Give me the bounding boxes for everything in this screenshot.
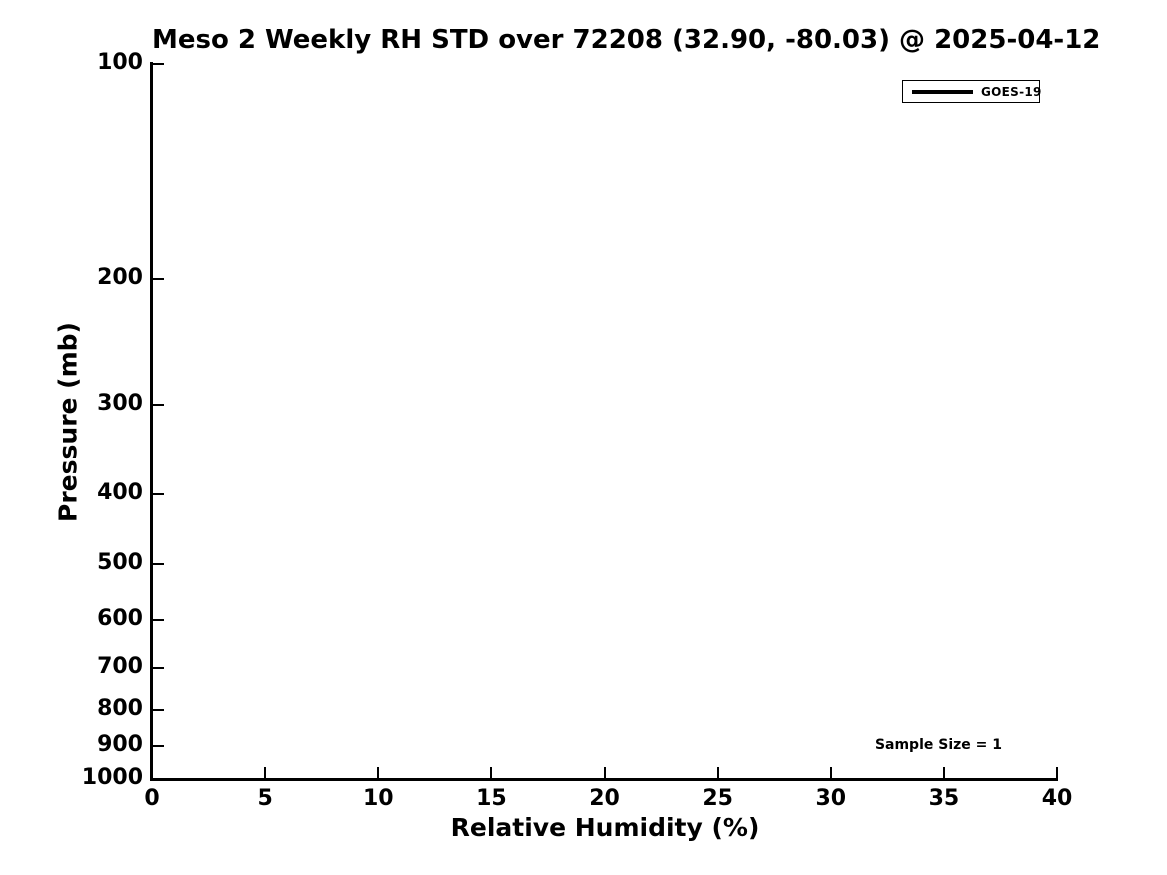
- y-tick-mark: [153, 778, 164, 780]
- y-tick-label: 100: [97, 49, 143, 75]
- x-tick-label: 40: [1041, 786, 1073, 811]
- y-tick-label: 200: [97, 264, 143, 290]
- x-tick-mark: [603, 767, 606, 778]
- x-tick-label: 25: [702, 786, 733, 811]
- y-tick-mark: [153, 493, 164, 496]
- x-tick-mark: [716, 767, 719, 778]
- x-tick-label: 35: [928, 786, 960, 811]
- y-tick-mark: [153, 619, 164, 622]
- x-tick-mark: [377, 767, 380, 778]
- legend: GOES-19: [902, 80, 1042, 103]
- x-tick-mark: [942, 767, 945, 778]
- x-tick-label: 0: [144, 786, 160, 811]
- x-tick-mark: [151, 767, 153, 778]
- sample-size-annotation: Sample Size = 1: [874, 737, 1002, 753]
- y-tick-label: 900: [97, 732, 143, 758]
- y-tick-label: 300: [97, 390, 143, 416]
- chart-title: Meso 2 Weekly RH STD over 72208 (32.90, …: [152, 25, 1101, 55]
- y-tick-mark: [153, 708, 164, 711]
- x-axis-spine: [150, 778, 1058, 781]
- x-tick-mark: [829, 767, 832, 778]
- y-tick-mark: [153, 62, 164, 65]
- y-tick-mark: [153, 403, 164, 406]
- x-tick-mark: [1056, 767, 1058, 778]
- y-tick-mark: [153, 277, 164, 280]
- y-tick-mark: [153, 562, 164, 565]
- x-axis-label: Relative Humidity (%): [450, 813, 760, 842]
- x-tick-label: 10: [362, 786, 394, 811]
- x-tick-label: 30: [815, 786, 847, 811]
- y-axis-spine: [150, 62, 153, 781]
- y-tick-mark: [153, 745, 164, 748]
- x-tick-mark: [490, 767, 493, 778]
- x-tick-mark: [264, 767, 267, 778]
- y-tick-label: 500: [97, 549, 143, 575]
- y-tick-label: 700: [97, 654, 143, 680]
- y-tick-label: 600: [97, 606, 143, 632]
- y-tick-label: 1000: [81, 765, 143, 790]
- x-tick-label: 15: [476, 786, 507, 811]
- y-tick-mark: [153, 667, 164, 670]
- legend-label: GOES-19: [981, 84, 1042, 99]
- legend-line-swatch: [912, 89, 973, 94]
- y-tick-label: 800: [97, 695, 143, 721]
- x-tick-label: 20: [589, 786, 620, 811]
- y-tick-label: 400: [97, 480, 143, 506]
- x-tick-label: 5: [257, 786, 273, 811]
